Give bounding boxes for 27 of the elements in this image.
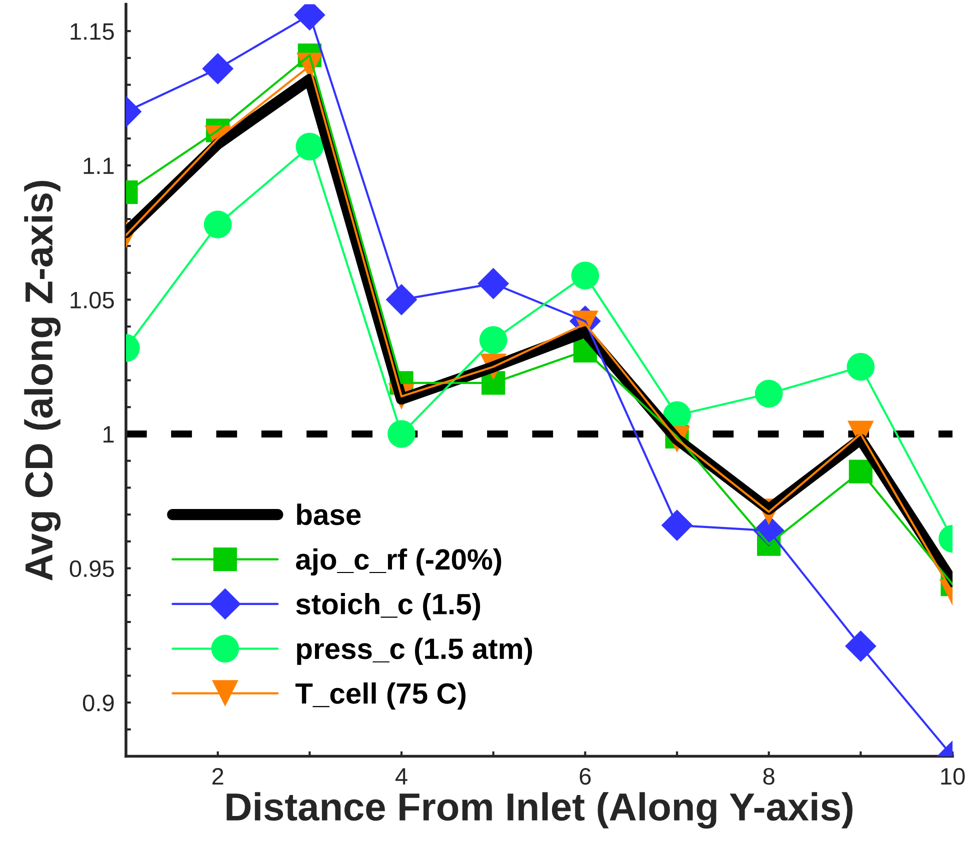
- point: [386, 284, 418, 316]
- y-tick-label: 1.15: [70, 23, 114, 40]
- y-tick-label: 0.95: [70, 560, 114, 578]
- point: [846, 352, 875, 381]
- y-tick-label: 1.1: [84, 158, 114, 174]
- point: [571, 262, 600, 290]
- point: [844, 630, 876, 662]
- y-axis-title: Avg CD (along Z-axis): [24, 180, 61, 581]
- point: [202, 52, 234, 84]
- legend-label: stoich_c (1.5): [296, 593, 480, 620]
- y-tick-label: 0.9: [82, 694, 114, 712]
- x-tick-label: 4: [395, 768, 408, 784]
- x-tick-label: 2: [212, 768, 224, 784]
- legend-label: base: [297, 504, 361, 526]
- y-tick-label: 1.05: [70, 292, 114, 308]
- legend-label: ajo_c_rf (-20%): [296, 548, 502, 576]
- x-axis-title: Distance From Inlet (Along Y-axis): [226, 792, 852, 829]
- point: [204, 210, 232, 238]
- point: [479, 326, 508, 354]
- x-tick-label: 10: [941, 768, 965, 785]
- x-tick-label: 6: [580, 768, 591, 785]
- x-tick-label: 8: [763, 768, 774, 785]
- point: [754, 380, 783, 408]
- legend-label: press_c (1.5 atm): [297, 638, 532, 665]
- y-tick-label: 1: [104, 426, 114, 443]
- point: [388, 420, 416, 448]
- legend-label: T_cell (75 C): [295, 682, 466, 710]
